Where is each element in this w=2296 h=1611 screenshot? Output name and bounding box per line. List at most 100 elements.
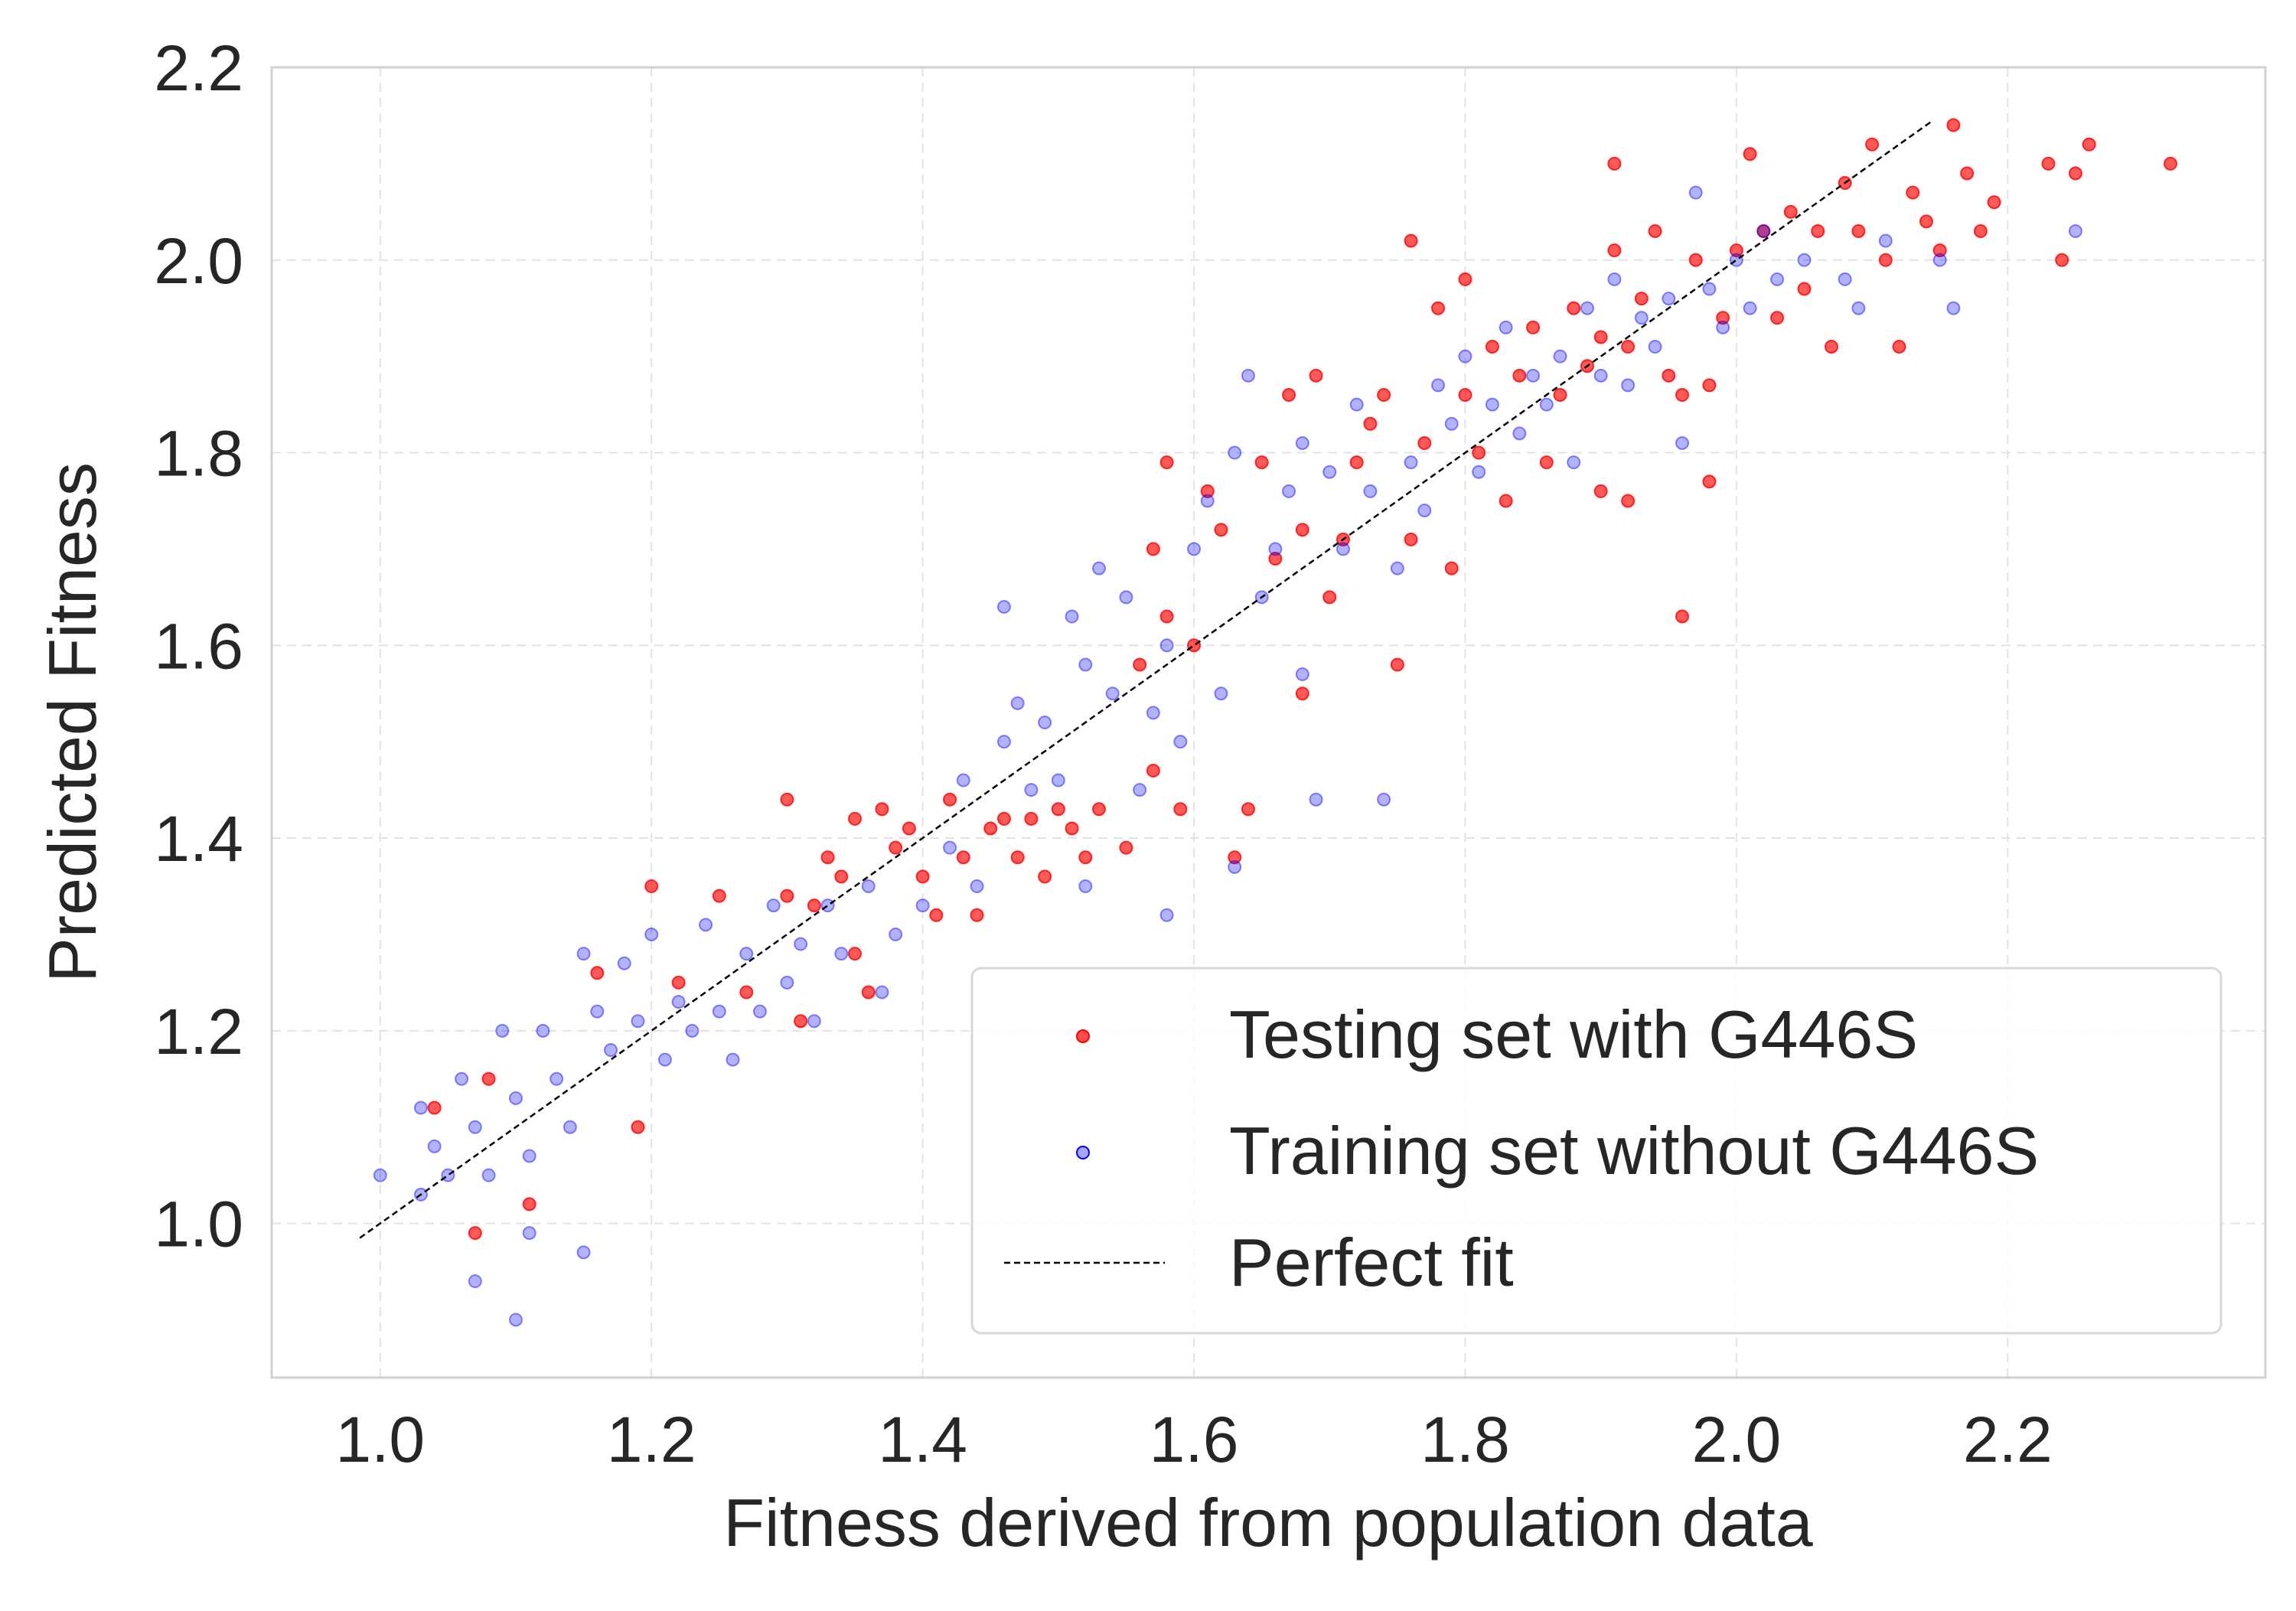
testing-point: [1159, 609, 1174, 624]
training-point: [1187, 542, 1202, 556]
testing-point: [807, 898, 821, 913]
testing-point: [1010, 850, 1025, 865]
training-point: [522, 1149, 536, 1163]
training-point: [915, 898, 930, 913]
training-point: [1499, 320, 1513, 334]
testing-point: [1824, 340, 1838, 354]
training-point: [1946, 301, 1961, 315]
testing-point: [1417, 435, 1432, 450]
testing-point: [1390, 657, 1404, 672]
testing-point: [1472, 445, 1486, 460]
testing-point: [1091, 802, 1106, 817]
legend-box: [970, 967, 2223, 1335]
training-point: [1567, 455, 1581, 470]
training-point: [726, 1052, 740, 1067]
testing-point: [834, 869, 849, 884]
testing-point: [2068, 166, 2082, 181]
training-point: [1770, 272, 1785, 286]
training-point: [1472, 465, 1486, 479]
training-point: [644, 927, 659, 941]
testing-point: [848, 947, 863, 961]
testing-point: [1173, 802, 1188, 817]
training-point: [752, 1004, 767, 1019]
testing-point: [1295, 523, 1309, 537]
testing-point: [1349, 455, 1364, 470]
testing-point: [1241, 802, 1255, 817]
testing-point: [1906, 185, 1920, 200]
training-point: [1743, 301, 1757, 315]
training-point: [1621, 378, 1636, 393]
testing-point: [1946, 118, 1961, 132]
training-point: [1539, 397, 1554, 412]
testing-point: [1648, 224, 1662, 238]
training-point: [1078, 657, 1093, 672]
testing-point: [1973, 224, 1988, 238]
testing-point: [996, 811, 1011, 826]
training-point: [508, 1313, 523, 1327]
testing-point: [1878, 253, 1893, 267]
y-tick-label: 1.2: [154, 996, 243, 1068]
legend-label-testing: Testing set with G446S: [1229, 996, 1918, 1072]
training-point: [441, 1168, 455, 1182]
training-point: [1526, 368, 1541, 383]
testing-point: [1512, 368, 1527, 383]
testing-point: [1295, 686, 1309, 701]
training-point: [956, 773, 970, 788]
training-point: [1688, 185, 1703, 200]
testing-point: [1919, 214, 1933, 229]
legend-marker-testing: [1076, 1029, 1090, 1043]
training-point: [807, 1014, 821, 1029]
testing-point: [1133, 657, 1147, 672]
testing-point: [1743, 147, 1757, 161]
testing-point: [929, 908, 944, 922]
training-point: [481, 1168, 496, 1182]
testing-point: [794, 1014, 808, 1029]
training-point: [576, 1245, 591, 1260]
training-point: [455, 1071, 469, 1086]
training-point: [576, 947, 591, 961]
training-point: [536, 1023, 550, 1038]
testing-point: [1254, 455, 1269, 470]
testing-point: [1662, 368, 1676, 383]
testing-point: [1309, 368, 1323, 383]
training-point: [1228, 445, 1242, 460]
legend-label-training: Training set without G446S: [1229, 1113, 2039, 1189]
training-point: [1024, 783, 1039, 797]
testing-point: [848, 811, 863, 826]
training-point: [495, 1023, 510, 1038]
training-point: [671, 995, 686, 1009]
testing-point: [2041, 156, 2056, 171]
training-point: [1675, 435, 1689, 450]
y-tick-labels: 1.0 1.2 1.4 1.6 1.8 2.0 2.2: [154, 32, 243, 1260]
training-point: [413, 1101, 428, 1115]
testing-point: [1553, 388, 1567, 402]
data-points: [373, 118, 2177, 1327]
testing-point: [1987, 195, 2001, 210]
training-point: [1159, 908, 1174, 922]
testing-point: [1607, 243, 1622, 258]
testing-point: [1431, 301, 1446, 315]
testing-point: [780, 889, 794, 903]
testing-point: [468, 1226, 482, 1241]
training-point: [1702, 282, 1717, 296]
testing-point: [1783, 204, 1798, 219]
training-point: [1485, 397, 1499, 412]
training-point: [373, 1168, 387, 1182]
training-point: [834, 947, 849, 961]
training-point: [739, 947, 754, 961]
training-point: [861, 879, 876, 893]
training-point: [1119, 590, 1133, 605]
testing-point: [915, 869, 930, 884]
training-point: [427, 1139, 442, 1153]
testing-point: [1797, 282, 1812, 296]
testing-point: [644, 879, 659, 893]
x-tick-label: 1.6: [1150, 1404, 1239, 1476]
testing-point: [1675, 609, 1689, 624]
testing-point: [1051, 802, 1065, 817]
training-point: [1133, 783, 1147, 797]
testing-point: [780, 792, 794, 807]
testing-point: [1146, 542, 1160, 556]
testing-point: [1499, 494, 1513, 508]
